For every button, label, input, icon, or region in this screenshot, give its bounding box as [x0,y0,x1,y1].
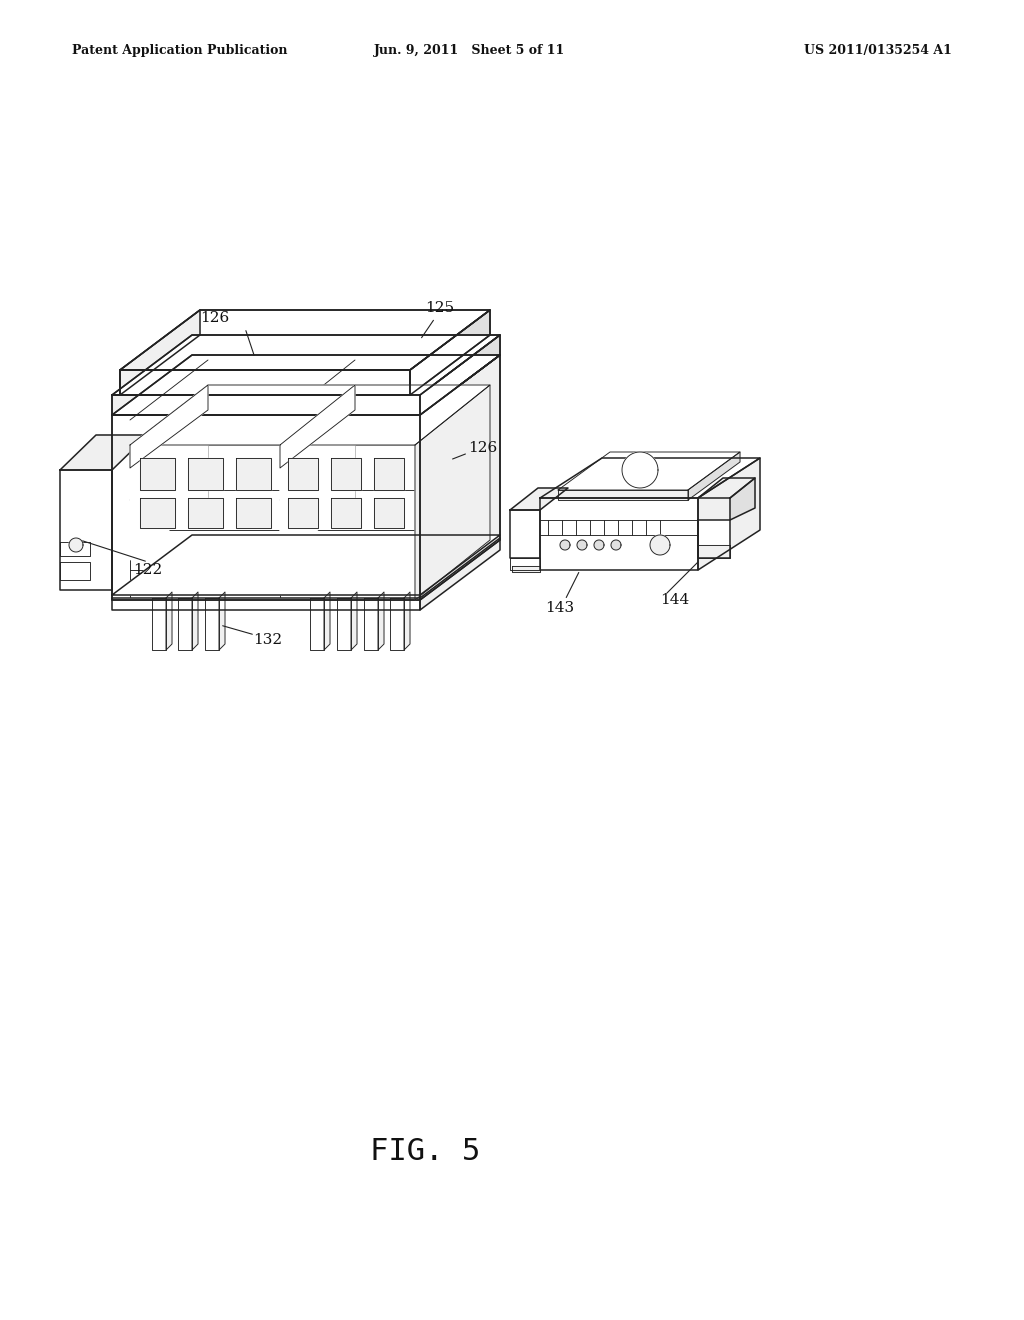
Polygon shape [112,598,420,610]
Polygon shape [140,498,175,528]
Polygon shape [120,310,490,370]
Polygon shape [60,562,90,579]
Polygon shape [611,540,621,550]
Polygon shape [310,598,324,649]
Text: 144: 144 [660,593,689,607]
Polygon shape [331,458,361,490]
Polygon shape [324,591,330,649]
Polygon shape [577,540,587,550]
Text: US 2011/0135254 A1: US 2011/0135254 A1 [804,45,952,57]
Polygon shape [558,451,740,490]
Polygon shape [152,598,166,649]
Polygon shape [622,451,658,488]
Polygon shape [188,458,223,490]
Polygon shape [650,535,670,554]
Polygon shape [420,335,500,414]
Polygon shape [60,543,90,556]
Polygon shape [236,458,271,490]
Polygon shape [60,436,148,470]
Polygon shape [688,451,740,500]
Polygon shape [120,310,200,395]
Polygon shape [415,385,490,601]
Polygon shape [337,598,351,649]
Polygon shape [558,490,688,500]
Polygon shape [420,355,500,601]
Polygon shape [178,598,193,649]
Polygon shape [510,488,568,510]
Polygon shape [112,335,500,395]
Polygon shape [512,566,540,572]
Polygon shape [205,598,219,649]
Polygon shape [130,385,208,469]
Polygon shape [364,598,378,649]
Polygon shape [698,458,760,570]
Polygon shape [390,598,404,649]
Polygon shape [331,498,361,528]
Polygon shape [280,385,355,560]
Polygon shape [510,558,540,570]
Text: FIG. 5: FIG. 5 [370,1137,480,1166]
Polygon shape [188,498,223,528]
Text: 132: 132 [253,634,283,647]
Polygon shape [351,591,357,649]
Polygon shape [193,591,198,649]
Polygon shape [60,470,112,590]
Polygon shape [374,458,404,490]
Polygon shape [594,540,604,550]
Polygon shape [69,539,83,552]
Polygon shape [130,385,490,445]
Polygon shape [112,395,420,414]
Polygon shape [420,539,500,610]
Polygon shape [112,414,420,601]
Polygon shape [698,520,730,558]
Text: 143: 143 [546,601,574,615]
Polygon shape [378,591,384,649]
Polygon shape [510,510,540,558]
Polygon shape [374,498,404,528]
Polygon shape [112,535,500,595]
Polygon shape [540,498,698,570]
Polygon shape [166,591,172,649]
Text: Patent Application Publication: Patent Application Publication [72,45,288,57]
Polygon shape [410,310,490,395]
Polygon shape [219,591,225,649]
Polygon shape [120,370,410,395]
Polygon shape [140,458,175,490]
Polygon shape [288,458,318,490]
Polygon shape [130,385,208,560]
Polygon shape [236,498,271,528]
Polygon shape [540,458,760,498]
Polygon shape [112,355,500,414]
Polygon shape [730,478,755,520]
Polygon shape [404,591,410,649]
Text: 122: 122 [133,564,163,577]
Polygon shape [560,540,570,550]
Polygon shape [698,478,755,498]
Polygon shape [288,498,318,528]
Text: 126: 126 [201,312,229,325]
Polygon shape [280,385,355,469]
Polygon shape [698,545,730,558]
Text: 125: 125 [425,301,455,315]
Text: 126: 126 [468,441,498,455]
Text: Jun. 9, 2011   Sheet 5 of 11: Jun. 9, 2011 Sheet 5 of 11 [375,45,565,57]
